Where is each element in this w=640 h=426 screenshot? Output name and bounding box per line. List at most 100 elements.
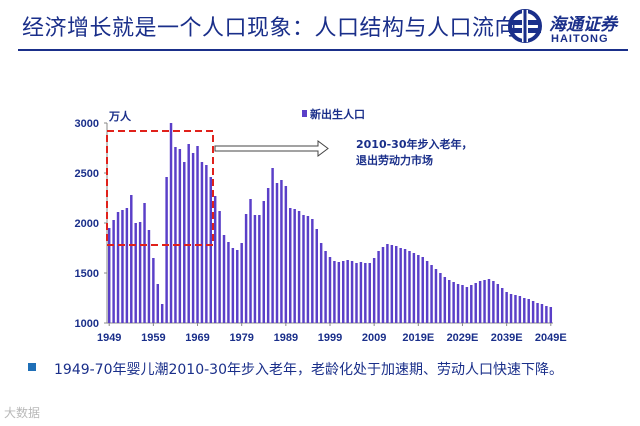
bar-2011 [381,247,385,323]
bar-2042 [518,296,522,323]
bar-1963 [169,123,173,323]
x-tick-label: 1959 [141,332,165,344]
bar-1962 [165,177,168,323]
bar-1952 [121,210,124,323]
bar-2025 [443,277,447,323]
y-tick-label: 2000 [75,218,99,230]
bar-1959 [152,258,155,323]
bar-1968 [191,153,195,323]
bar-2022 [430,265,433,323]
logo-name-en: HAITONG [551,33,609,45]
bar-1961 [160,304,164,323]
bar-1998 [324,251,327,323]
bar-2034 [483,280,486,323]
bar-2038 [500,288,504,323]
bar-2027 [452,282,455,323]
bar-1958 [147,230,151,323]
bar-1960 [156,284,160,323]
bar-2030 [465,287,469,323]
bar-2001 [337,262,341,323]
bar-2040 [509,294,513,323]
bar-1977 [231,248,235,323]
x-tick-label: 2009 [362,332,386,344]
bar-1986 [271,168,274,323]
bar-2012 [386,244,389,323]
x-tick-label: 1949 [97,332,121,344]
bar-1955 [134,223,137,323]
y-tick-label: 2500 [75,168,99,180]
bar-2049 [549,307,553,323]
bar-1949 [107,228,111,323]
bar-2023 [434,269,438,323]
watermark: 大数据 [4,406,41,420]
bar-2016 [403,249,407,323]
bar-1954 [130,195,133,323]
bar-2021 [425,261,429,323]
bar-2019 [417,255,420,323]
bar-2024 [439,273,442,323]
bar-1999 [328,257,332,323]
bar-2008 [368,263,371,323]
bar-2002 [342,261,345,323]
bar-1965 [178,149,182,323]
bar-1950 [112,220,115,323]
bar-1970 [200,162,204,323]
bar-1989 [284,186,288,323]
bar-2000 [333,261,336,323]
bar-1987 [275,183,279,323]
bar-2007 [364,263,367,323]
bar-1953 [125,208,129,323]
bar-2036 [492,281,495,323]
bar-1978 [236,250,239,323]
bar-2047 [540,304,544,323]
bar-2048 [545,306,548,323]
bar-1969 [196,146,199,323]
bar-1972 [209,177,213,323]
bar-2005 [355,263,358,323]
bar-2044 [527,299,530,323]
annotation-arrow-icon [214,140,329,157]
bar-1982 [253,215,257,323]
bar-1964 [174,147,177,323]
bar-2010 [377,251,380,323]
bar-1976 [227,242,230,323]
x-tick-label: 1989 [274,332,298,344]
bar-1997 [319,243,323,323]
bullet-square-icon [28,363,36,371]
bar-2017 [408,251,411,323]
bar-2032 [474,283,477,323]
bar-1975 [222,235,226,323]
logo-name-cn: 海通证券 [549,15,617,35]
bar-1983 [258,215,261,323]
x-tick-label: 2019E [402,332,434,344]
bar-2020 [421,257,424,323]
annotation-text-line2: 退出劳动力市场 [356,153,433,167]
x-tick-label: 2029E [447,332,479,344]
bar-1990 [289,208,292,323]
bar-2009 [372,258,376,323]
birth-population-chart: 1000 1500 2000 2500 3000 1949 1959 1969 1979 198… [75,107,567,344]
haitong-logo: 海通证券 HAITONG [505,4,633,54]
bar-1992 [297,211,301,323]
x-tick-label: 1979 [229,332,253,344]
legend-swatch [302,110,307,117]
bar-1993 [302,215,305,323]
x-tick-label: 2039E [491,332,523,344]
y-axis-label: 万人 [108,109,132,123]
bar-1966 [183,162,186,323]
x-tick-label: 1969 [185,332,209,344]
bar-1994 [306,216,310,323]
x-tick-label: 1999 [318,332,342,344]
bullet-text: 1949-70年婴儿潮2010-30年步入老年，老龄化处于加速期、劳动人口快速下… [54,362,563,378]
page-title: 经济增长就是一个人口现象：人口结构与人口流向 [22,16,518,41]
bar-1985 [266,188,270,323]
bar-2031 [470,285,473,323]
legend-label: 新出生人口 [310,107,365,121]
bar-1991 [293,209,296,323]
bar-1981 [249,199,252,323]
annotation-text-line1: 2010-30年步入老年， [356,137,473,151]
header-divider [18,49,628,51]
bar-1995 [311,219,314,323]
y-tick-label: 1000 [75,318,99,330]
bar-2006 [359,262,363,323]
